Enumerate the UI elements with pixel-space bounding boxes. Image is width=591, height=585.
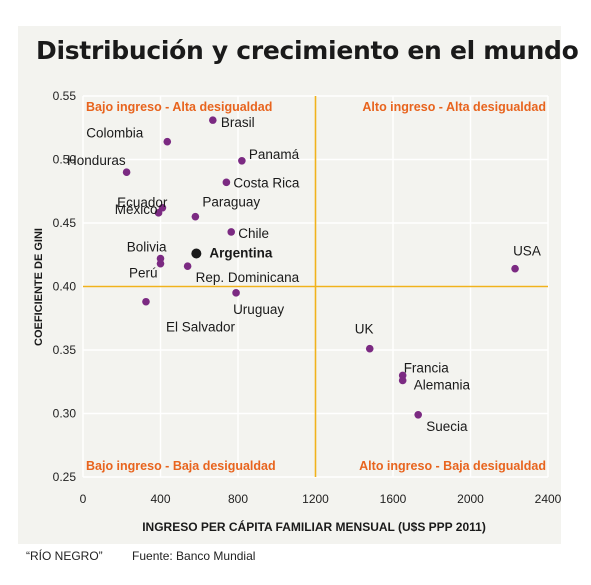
point-label-usa: USA — [513, 244, 541, 259]
point-label-m-xico: México — [115, 202, 158, 217]
data-point-suecia — [414, 410, 422, 419]
point-label-panam-: Panamá — [249, 147, 300, 162]
x-tick-label: 400 — [150, 492, 170, 506]
y-tick-label: 0.35 — [53, 343, 77, 357]
data-point-uruguay — [232, 289, 240, 297]
data-point-brasil — [209, 116, 217, 124]
data-point-colombia — [163, 137, 172, 146]
point-label-ecuador: Ecuador — [117, 195, 168, 210]
quadrant-dividers — [83, 96, 548, 477]
x-axis-label: INGRESO PER CÁPITA FAMILIAR MENSUAL (U$S… — [142, 519, 486, 534]
data-point-honduras — [122, 168, 131, 176]
data-point-panam- — [238, 156, 246, 165]
point-label-bolivia: Bolivia — [127, 240, 167, 255]
point-label-brasil: Brasil — [221, 115, 255, 130]
point-labels: Brasil Colombia Honduras Panamá Costa Rica Ec… — [67, 115, 541, 434]
chart-title: Distribución y crecimiento en el mundo — [36, 36, 579, 65]
quadrant-labels: Bajo ingreso - Alta desigualdad Alto ing… — [86, 100, 546, 473]
data-point-usa — [511, 264, 519, 273]
footer: “RÍO NEGRO” Fuente: Banco Mundial — [26, 549, 255, 563]
axes: 0.25 0.30 0.35 0.40 0.45 0.50 0.55 0 400 800 1200 1… — [53, 89, 562, 506]
quadrant-label-bottom-right: Alto ingreso - Baja desigualdad — [359, 459, 546, 473]
data-point-per- — [156, 259, 165, 268]
quadrant-label-bottom-left: Bajo ingreso - Baja desigualdad — [86, 459, 276, 473]
point-label-argentina: Argentina — [209, 245, 272, 260]
y-tick-label: 0.30 — [53, 407, 77, 421]
y-tick-label: 0.25 — [53, 470, 77, 484]
y-axis-label: COEFICIENTE DE GINI — [33, 228, 45, 346]
data-point-argentina — [191, 248, 202, 259]
x-tick-label: 1200 — [302, 492, 329, 506]
data-point-alemania — [398, 376, 407, 385]
data-point-el-salvador — [142, 297, 150, 306]
point-label-el-salvador: El Salvador — [166, 320, 236, 335]
point-label-per-: Perú — [129, 266, 158, 281]
x-tick-label: 1600 — [380, 492, 407, 506]
data-point-chile — [227, 228, 236, 236]
y-tick-label: 0.40 — [53, 280, 77, 294]
x-tick-label: 2400 — [535, 492, 562, 506]
y-tick-label: 0.45 — [53, 216, 77, 230]
data-point-uk — [365, 344, 374, 353]
point-label-costa-rica: Costa Rica — [233, 175, 300, 190]
x-tick-label: 0 — [80, 492, 87, 506]
point-label-chile: Chile — [238, 226, 269, 241]
quadrant-label-top-left: Bajo ingreso - Alta desigualdad — [86, 100, 272, 114]
point-label-alemania: Alemania — [414, 377, 471, 392]
x-tick-label: 800 — [228, 492, 248, 506]
x-tick-label: 2000 — [457, 492, 484, 506]
point-label-rep-dominicana: Rep. Dominicana — [196, 270, 300, 285]
point-label-paraguay: Paraguay — [202, 195, 260, 210]
data-point-rep-dominicana — [183, 262, 192, 270]
point-label-uruguay: Uruguay — [233, 302, 284, 317]
data-point-costa-rica — [222, 178, 231, 187]
source-note: Fuente: Banco Mundial — [132, 549, 256, 563]
credit: “RÍO NEGRO” — [26, 549, 103, 563]
data-point-m-xico — [154, 209, 163, 217]
point-label-colombia: Colombia — [86, 126, 144, 141]
data-point-paraguay — [191, 212, 200, 221]
data-points — [122, 116, 519, 419]
point-label-francia: Francia — [404, 360, 450, 375]
point-label-honduras: Honduras — [67, 153, 126, 168]
point-label-suecia: Suecia — [426, 419, 468, 434]
point-label-uk: UK — [355, 322, 374, 337]
quadrant-label-top-right: Alto ingreso - Alta desigualdad — [362, 100, 546, 114]
y-tick-label: 0.55 — [53, 89, 77, 103]
y-tick-label: 0.50 — [53, 153, 77, 167]
